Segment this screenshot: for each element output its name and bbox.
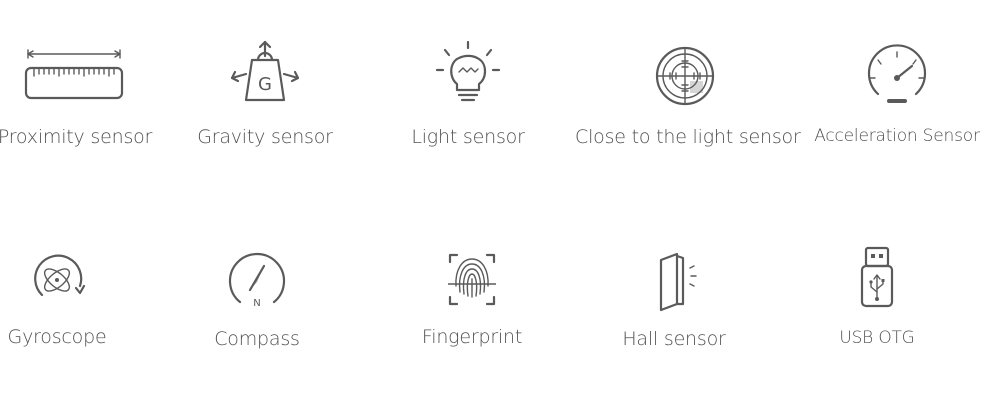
sensor-label: Compass: [214, 328, 300, 350]
sensor-item-compass: N Compass: [147, 242, 367, 372]
sensor-item-gravity: G Gravity sensor: [155, 38, 375, 168]
crosshair-icon: [630, 38, 740, 110]
sensor-item-usb-otg: USB OTG: [767, 242, 987, 372]
sensor-label: Light sensor: [411, 126, 525, 148]
speedometer-icon: [842, 38, 952, 110]
compass-icon: N: [202, 242, 312, 314]
sensor-label: Acceleration Sensor: [814, 126, 980, 146]
usb-icon: [822, 242, 932, 314]
lightbulb-icon: [413, 38, 523, 110]
sensor-item-gyroscope: Gyroscope: [0, 242, 167, 372]
sensor-item-fingerprint: Fingerprint: [362, 242, 582, 372]
ruler-icon: [20, 38, 130, 110]
sensor-item-acceleration: Acceleration Sensor: [787, 38, 988, 168]
sensor-label: USB OTG: [839, 328, 915, 348]
hall-sensor-icon: [619, 242, 729, 314]
sensor-label: Proximity sensor: [0, 126, 153, 148]
sensor-label: Close to the light sensor: [575, 126, 801, 148]
gyroscope-icon: [2, 242, 112, 314]
gravity-icon-letter: G: [258, 74, 272, 95]
sensor-label: Fingerprint: [421, 326, 523, 348]
compass-north-letter: N: [253, 298, 260, 309]
fingerprint-icon: [417, 242, 527, 314]
weight-arrows-icon: G: [210, 38, 320, 110]
sensor-item-hall: Hall sensor: [564, 242, 784, 372]
sensor-item-light: Light sensor: [358, 38, 578, 168]
sensor-label: Gravity sensor: [197, 126, 333, 148]
sensor-item-proximity: Proximity sensor: [0, 38, 185, 168]
sensor-label: Hall sensor: [622, 328, 726, 350]
sensor-item-close-to-light: Close to the light sensor: [575, 38, 801, 168]
sensor-label: Gyroscope: [7, 326, 107, 348]
